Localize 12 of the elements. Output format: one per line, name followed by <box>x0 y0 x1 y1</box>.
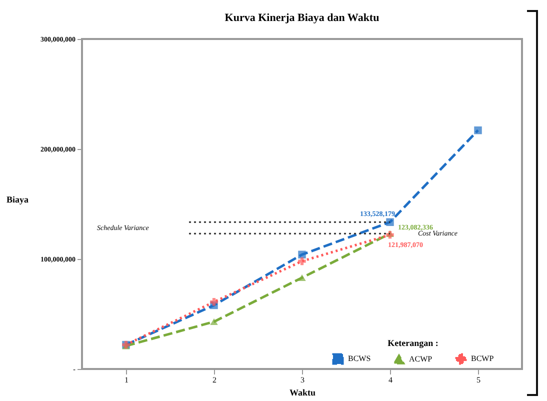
chart-title: Kurva Kinerja Biaya dan Waktu <box>224 12 380 24</box>
x-tick-label: 1 <box>124 376 128 384</box>
legend-label: ACWP <box>409 354 433 364</box>
x-tick-label: 5 <box>476 376 480 384</box>
y-axis-title: Biaya <box>6 194 29 204</box>
legend-label: BCWS <box>348 354 371 363</box>
legend-title: Keterangan : <box>388 338 438 348</box>
x-tick-label: 2 <box>212 376 216 384</box>
x-tick-label: 4 <box>388 376 392 384</box>
x-axis-title: Waktu <box>289 388 316 398</box>
legend-label: BCWP <box>471 354 494 363</box>
x-tick-label: 3 <box>300 376 304 384</box>
